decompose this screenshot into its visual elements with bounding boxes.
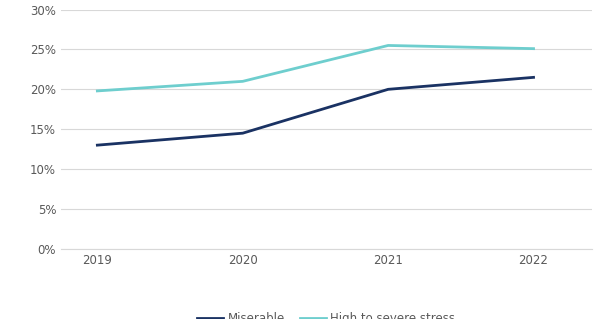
Miserable: [530, 76, 537, 79]
Line: High to severe stress: High to severe stress: [98, 45, 534, 91]
Miserable: [239, 131, 246, 135]
Miserable: [384, 87, 392, 91]
Miserable: [94, 143, 101, 147]
High to severe stress: [530, 47, 537, 50]
High to severe stress: [239, 79, 246, 83]
High to severe stress: [384, 43, 392, 47]
High to severe stress: [94, 89, 101, 93]
Legend: Miserable, High to severe stress: Miserable, High to severe stress: [193, 308, 460, 319]
Line: Miserable: Miserable: [98, 78, 534, 145]
